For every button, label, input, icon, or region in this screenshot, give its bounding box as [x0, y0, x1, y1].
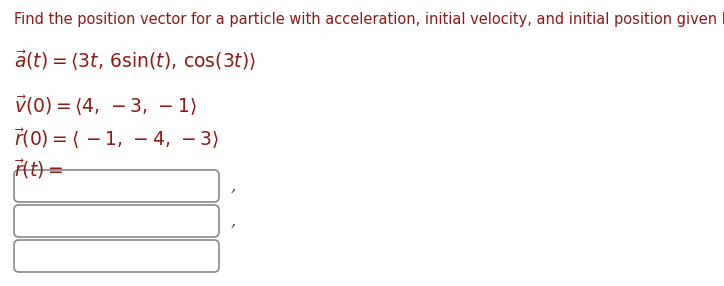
FancyBboxPatch shape	[14, 240, 219, 272]
Text: ,: ,	[231, 212, 236, 229]
Text: Find the position vector for a particle with acceleration, initial velocity, and: Find the position vector for a particle …	[14, 12, 724, 27]
FancyBboxPatch shape	[14, 170, 219, 202]
Text: ,: ,	[231, 178, 236, 194]
Text: $\vec{v}(0) = \langle 4,\, -3,\, -1 \rangle$: $\vec{v}(0) = \langle 4,\, -3,\, -1 \ran…	[14, 93, 197, 117]
Text: $\vec{r}(0) = \langle\, -1,\, -4,\, -3 \rangle$: $\vec{r}(0) = \langle\, -1,\, -4,\, -3 \…	[14, 126, 219, 150]
Text: $\vec{a}(t) = \langle 3t,\, 6\sin(t),\, \cos(3t) \rangle$: $\vec{a}(t) = \langle 3t,\, 6\sin(t),\, …	[14, 48, 256, 72]
Text: $\vec{r}(t) =$: $\vec{r}(t) =$	[14, 158, 63, 181]
FancyBboxPatch shape	[14, 205, 219, 237]
